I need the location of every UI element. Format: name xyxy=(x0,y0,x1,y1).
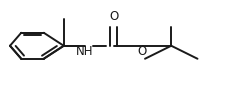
Text: O: O xyxy=(138,45,147,58)
Text: NH: NH xyxy=(76,45,94,58)
Text: O: O xyxy=(109,10,118,23)
